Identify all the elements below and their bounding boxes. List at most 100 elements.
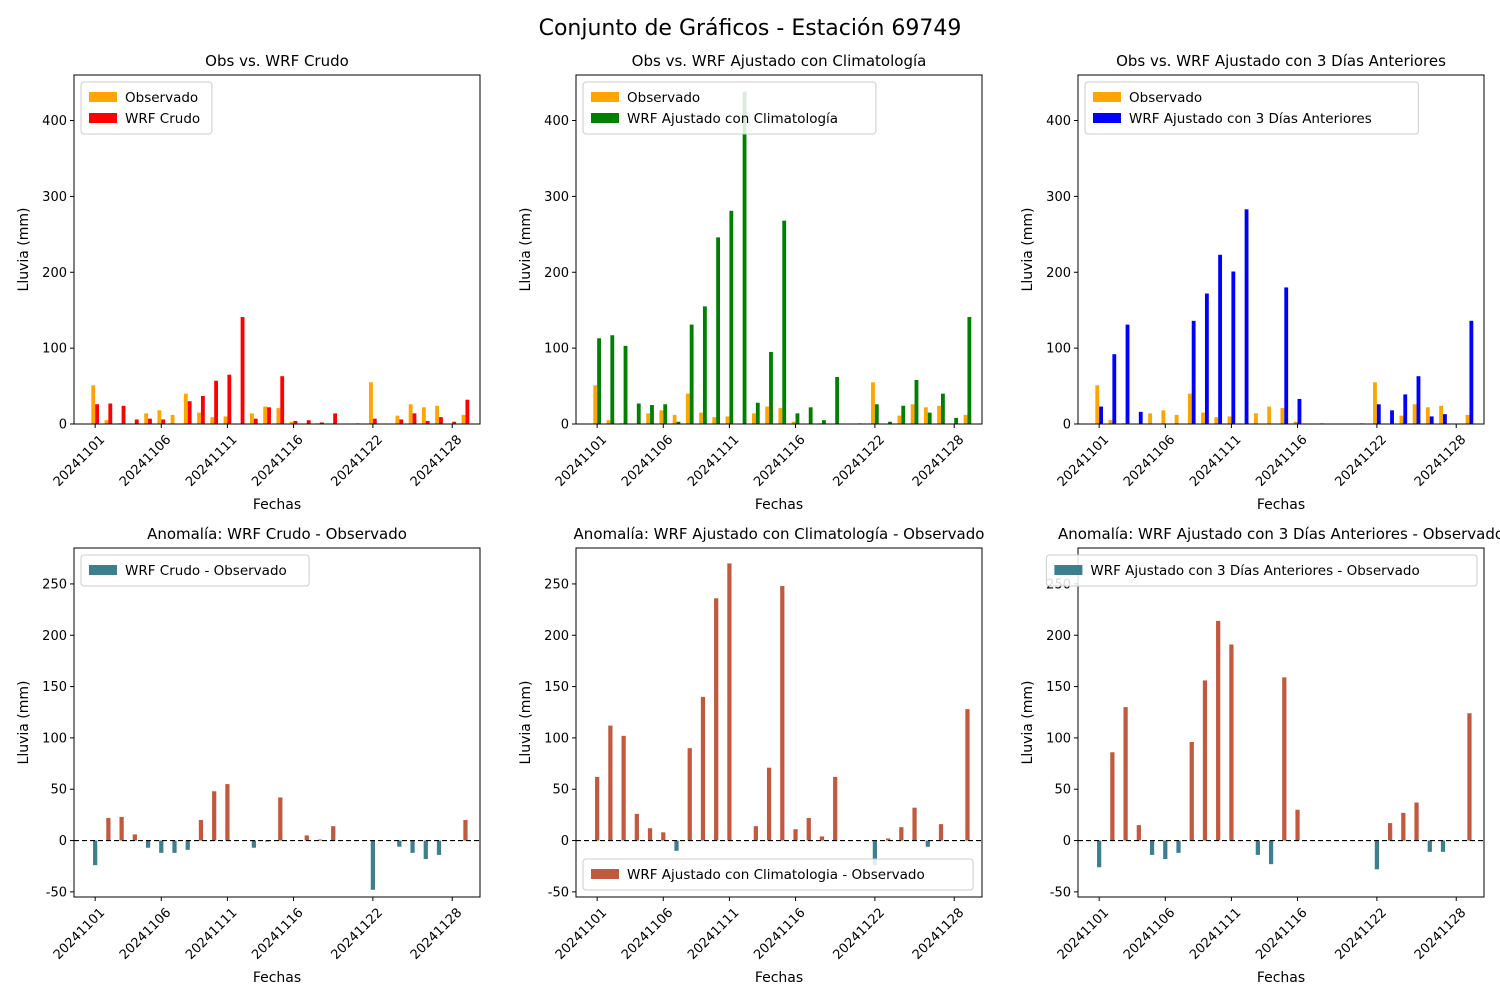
y-tick-label: 250: [544, 577, 569, 592]
subplot-title: Anomalía: WRF Ajustado con Climatología …: [574, 525, 985, 543]
y-tick-label: 200: [42, 266, 67, 281]
anomaly-bar: [370, 840, 375, 890]
bar-observed: [910, 404, 915, 424]
bar-observed: [593, 385, 598, 424]
bar-wrf: [1231, 271, 1236, 424]
bar-observed: [1293, 421, 1298, 424]
y-tick-label: 150: [1046, 680, 1071, 695]
anomaly-bar: [198, 820, 204, 841]
x-tick-label: 20241122: [831, 432, 888, 489]
bar-observed: [1108, 420, 1113, 424]
anomaly-bar: [1440, 840, 1446, 852]
bar-wrf: [200, 395, 205, 424]
x-tick-label: 20241106: [619, 432, 676, 489]
bar-wrf: [452, 421, 457, 424]
subplot-6: Anomalía: WRF Ajustado con 3 Días Anteri…: [1020, 525, 1500, 986]
legend-swatch: [1054, 565, 1083, 575]
anomaly-bar: [1163, 840, 1168, 860]
subplot-title: Obs vs. WRF Ajustado con 3 Días Anterior…: [1116, 52, 1446, 70]
bar-wrf: [1204, 293, 1209, 424]
bar-wrf: [399, 419, 404, 424]
bar-wrf: [888, 421, 892, 424]
bar-observed: [1280, 408, 1285, 424]
bar-observed: [963, 414, 968, 424]
x-axis-label: Fechas: [1257, 970, 1305, 986]
anomaly-bar: [251, 840, 256, 848]
bar-observed: [170, 414, 175, 424]
bar-wrf: [742, 91, 747, 424]
bar-observed: [1373, 382, 1377, 424]
bar-wrf: [1099, 406, 1103, 424]
bar-observed: [395, 415, 400, 424]
bar-wrf: [161, 419, 166, 424]
bar-observed: [104, 420, 109, 424]
bar-wrf: [134, 419, 139, 424]
legend-label: WRF Ajustado con Climatologia - Observad…: [627, 867, 925, 883]
anomaly-bar: [1255, 840, 1260, 855]
legend-swatch: [89, 113, 117, 123]
bar-wrf: [1403, 394, 1408, 424]
anomaly-bar: [1176, 840, 1181, 853]
x-tick-label: 20241111: [685, 905, 742, 962]
legend: Observado WRF Ajustado con 3 Días Anterio…: [1084, 81, 1419, 135]
bar-observed: [1095, 385, 1100, 424]
anomaly-bar: [1387, 823, 1393, 841]
y-tick-label: 100: [1046, 731, 1071, 746]
bar-wrf: [874, 404, 879, 424]
bar-wrf: [1244, 209, 1249, 424]
bar-observed: [369, 382, 373, 424]
x-tick-label: 20241106: [619, 905, 676, 962]
bar-wrf: [689, 324, 694, 424]
bar-observed: [685, 393, 690, 424]
anomaly-bar: [1268, 840, 1274, 865]
legend-box: [1084, 81, 1419, 135]
bar-wrf: [808, 407, 813, 424]
bar-wrf: [187, 401, 192, 424]
y-tick-label: 0: [561, 418, 569, 433]
bar-wrf: [319, 422, 324, 424]
bar-wrf: [821, 420, 826, 424]
bar-observed: [1254, 413, 1258, 424]
anomaly-bar: [1216, 620, 1221, 841]
x-tick-label: 20241128: [910, 432, 967, 489]
anomaly-bar: [1202, 680, 1208, 841]
axes-frame: [73, 74, 481, 425]
bar-observed: [421, 407, 426, 424]
bar-observed: [1412, 404, 1417, 424]
y-tick-label: 0: [1063, 834, 1071, 849]
bar-observed: [1439, 405, 1444, 424]
anomaly-bar: [700, 696, 706, 841]
anomaly-bar: [938, 824, 944, 841]
bar-wrf: [280, 376, 285, 424]
bar-wrf: [372, 418, 377, 424]
y-tick-label: 50: [552, 783, 569, 798]
x-tick-label: 20241101: [553, 432, 610, 489]
y-tick-label: 200: [544, 266, 569, 281]
bar-wrf: [1297, 398, 1302, 424]
bar-observed: [197, 412, 201, 424]
bar-wrf: [795, 413, 800, 424]
legend-box: [582, 858, 974, 891]
bar-wrf: [623, 345, 628, 424]
bar-wrf: [1376, 404, 1381, 424]
axes-frame: [575, 74, 983, 425]
subplot-4: Anomalía: WRF Crudo - Observado -50 0 50 100…: [16, 525, 481, 986]
x-tick-label: 20241122: [831, 905, 888, 962]
anomaly-bar: [225, 784, 230, 841]
anomaly-bar: [331, 826, 336, 841]
bar-observed: [699, 412, 703, 424]
bar-wrf: [1191, 320, 1196, 424]
y-tick-label: -50: [548, 885, 569, 900]
bar-wrf: [439, 417, 443, 424]
anomaly-bar: [1110, 752, 1115, 841]
anomaly-bar: [687, 748, 692, 841]
anomaly-bar: [925, 840, 930, 847]
bar-wrf: [927, 412, 932, 424]
y-axis-label: Lluvia (mm): [1020, 208, 1036, 292]
bar-wrf: [769, 351, 773, 424]
y-tick-label: 200: [544, 629, 569, 644]
anomaly-bar: [595, 776, 600, 841]
y-tick-label: 50: [1054, 783, 1071, 798]
anomaly-bar: [132, 834, 137, 841]
bar-wrf: [333, 413, 338, 424]
